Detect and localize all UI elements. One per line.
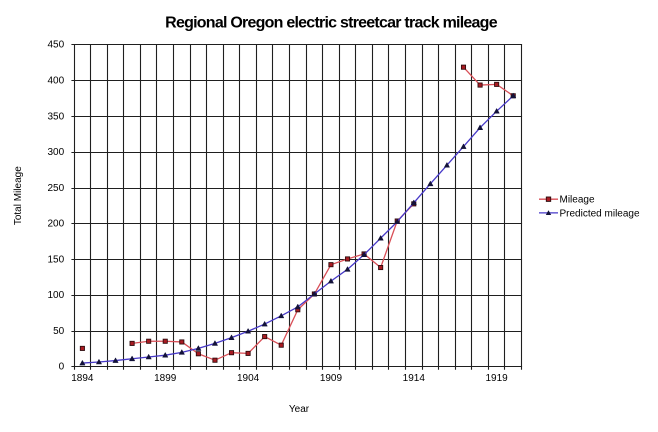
svg-text:400: 400 [48, 75, 65, 86]
svg-text:300: 300 [48, 147, 65, 158]
svg-text:100: 100 [48, 290, 65, 301]
svg-text:0: 0 [59, 362, 65, 373]
svg-text:1919: 1919 [486, 373, 509, 384]
svg-text:1894: 1894 [71, 373, 94, 384]
svg-text:50: 50 [53, 326, 65, 337]
svg-text:150: 150 [48, 254, 65, 265]
svg-text:350: 350 [48, 111, 65, 122]
svg-text:450: 450 [48, 40, 65, 51]
svg-text:200: 200 [48, 219, 65, 230]
svg-text:1909: 1909 [320, 373, 343, 384]
svg-text:Total Mileage: Total Mileage [13, 166, 24, 225]
svg-text:1899: 1899 [154, 373, 177, 384]
svg-text:Regional Oregon electric stree: Regional Oregon electric streetcar track… [165, 15, 498, 32]
svg-text:Mileage: Mileage [560, 195, 595, 206]
svg-text:1914: 1914 [403, 373, 426, 384]
svg-text:Predicted mileage: Predicted mileage [560, 208, 640, 219]
svg-text:250: 250 [48, 183, 65, 194]
svg-text:Year: Year [289, 404, 310, 415]
svg-text:1904: 1904 [237, 373, 260, 384]
